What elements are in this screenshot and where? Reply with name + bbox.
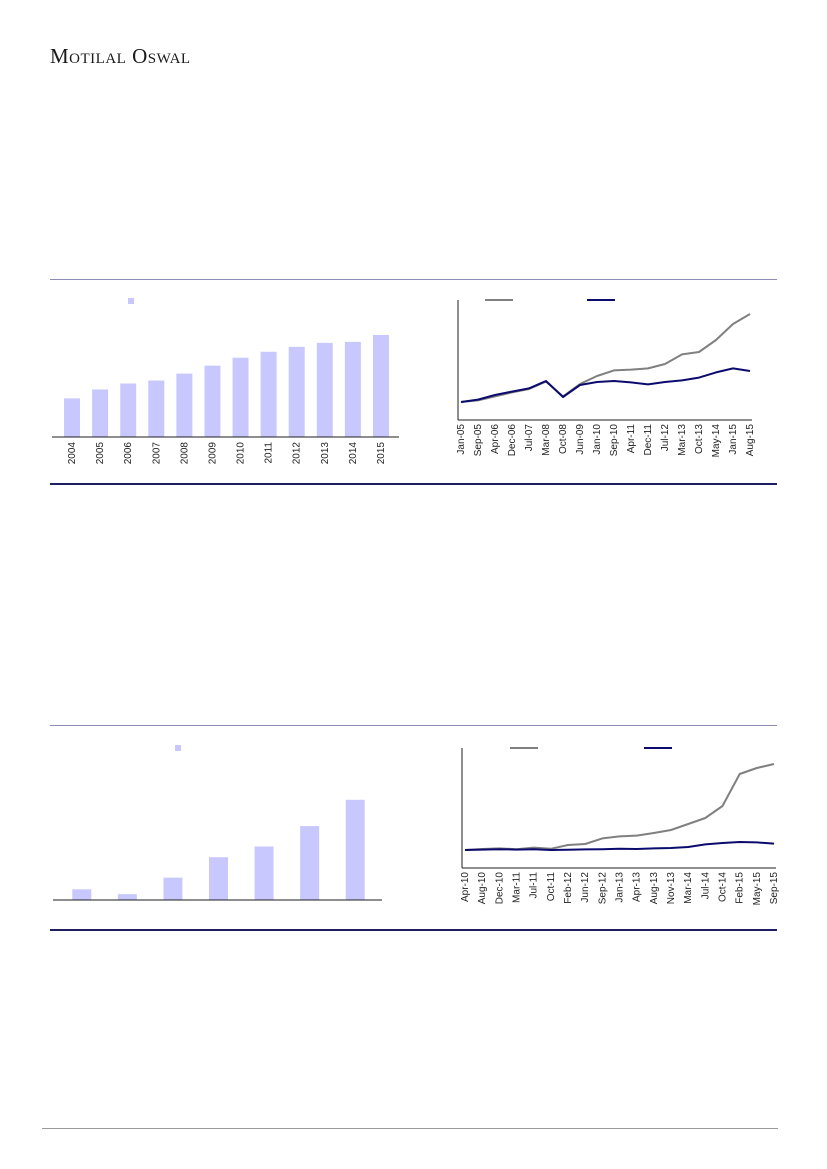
bar: [372, 334, 389, 437]
bar: [260, 351, 277, 437]
bar: [176, 373, 193, 437]
x-tick-label: Jul-14: [700, 872, 711, 900]
bar: [204, 365, 221, 437]
x-tick-label: May-14: [711, 424, 722, 458]
x-tick-label: Apr-11: [626, 424, 637, 454]
footer-rule: [42, 1128, 778, 1129]
x-tick-label: 2014: [348, 442, 359, 465]
x-tick-label: Jan-13: [615, 872, 626, 903]
x-tick-label: May-15: [752, 872, 763, 906]
x-tick-label: 2015: [376, 442, 387, 465]
bar: [316, 342, 333, 437]
bar: [288, 346, 305, 437]
bar: [232, 357, 249, 437]
x-tick-label: Jul-11: [529, 872, 540, 899]
x-tick-label: Oct-13: [694, 424, 705, 454]
x-tick-label: 2007: [151, 442, 162, 465]
bar: [254, 846, 274, 900]
brand-logo: Motilal Oswal: [50, 44, 191, 68]
x-tick-label: 2010: [236, 442, 247, 465]
bar: [300, 826, 320, 900]
x-tick-label: Sep-05: [473, 424, 484, 457]
x-tick-label: Nov-13: [666, 872, 677, 905]
x-tick-label: Jun-09: [575, 424, 586, 455]
bar: [345, 799, 365, 900]
x-tick-label: Apr-13: [632, 872, 643, 902]
section-top-rule: [50, 725, 777, 726]
x-tick-label: Mar-11: [512, 872, 523, 903]
bar-chart-yearly: 2004 2005 2006 2007 2008 2009 2010 2011 2012 2013…: [52, 290, 400, 480]
bar: [72, 889, 92, 900]
x-tick-label: 2011: [264, 442, 275, 464]
x-tick-label: 2013: [320, 442, 331, 465]
x-tick-label: Jul-12: [660, 424, 671, 452]
x-tick-label: Dec-10: [494, 872, 505, 905]
x-tick-label: Jan-10: [592, 424, 603, 455]
x-tick-label: 2009: [207, 442, 218, 465]
x-tick-label: Oct-08: [558, 424, 569, 454]
section-bottom-rule: [50, 483, 777, 485]
bar: [148, 380, 165, 437]
x-tick-label: Sep-10: [609, 424, 620, 457]
x-tick-label: Apr-06: [490, 424, 501, 454]
x-tick-label: 2006: [123, 442, 134, 465]
series-line: [460, 367, 751, 403]
x-tick-label: Aug-15: [745, 424, 756, 457]
x-tick-label: Mar-14: [683, 872, 694, 904]
bar: [64, 398, 81, 437]
x-tick-label: 2004: [67, 442, 78, 465]
bar-chart-growth: [53, 737, 390, 917]
x-tick-label: Aug-10: [477, 872, 488, 905]
x-tick-label: 2012: [292, 442, 303, 465]
legend-swatch: [128, 298, 134, 304]
x-tick-label: Jun-12: [580, 872, 591, 903]
x-tick-label: Mar-08: [541, 424, 552, 456]
legend-swatch: [175, 745, 181, 751]
series-line: [460, 313, 751, 403]
x-tick-label: Sep-15: [769, 872, 780, 905]
x-tick-label: 2008: [179, 442, 190, 465]
series-line: [464, 763, 775, 851]
bar: [92, 389, 109, 437]
x-tick-label: Dec-06: [507, 424, 518, 457]
x-tick-label: Oct-14: [718, 872, 729, 902]
line-chart-index-comparison: Jan-05 Sep-05 Apr-06 Dec-06 Jul-07 Mar-08 Oct-…: [455, 290, 765, 485]
x-tick-label: Aug-13: [649, 872, 660, 905]
x-tick-label: Oct-11: [546, 872, 557, 902]
bar: [117, 894, 137, 900]
bar: [163, 877, 183, 900]
series-line: [464, 841, 775, 851]
x-tick-label: Jan-05: [456, 424, 467, 455]
bar: [120, 383, 137, 437]
x-tick-label: Mar-13: [677, 424, 688, 456]
x-tick-label: Dec-11: [643, 424, 654, 456]
x-tick-label: Jan-15: [728, 424, 739, 455]
x-tick-label: 2005: [95, 442, 106, 465]
x-tick-label: Jul-07: [524, 424, 535, 452]
x-tick-label: Apr-10: [460, 872, 471, 902]
bar: [209, 857, 228, 900]
section-top-rule: [50, 279, 777, 280]
section-bottom-rule: [50, 929, 777, 931]
bar: [344, 341, 361, 437]
x-tick-label: Sep-12: [597, 872, 608, 905]
line-chart-relative-performance: Apr-10 Aug-10 Dec-10 Mar-11 Jul-11 Oct-11 Feb-…: [458, 737, 783, 932]
x-tick-label: Feb-12: [563, 872, 574, 904]
x-tick-label: Feb-15: [735, 872, 746, 904]
